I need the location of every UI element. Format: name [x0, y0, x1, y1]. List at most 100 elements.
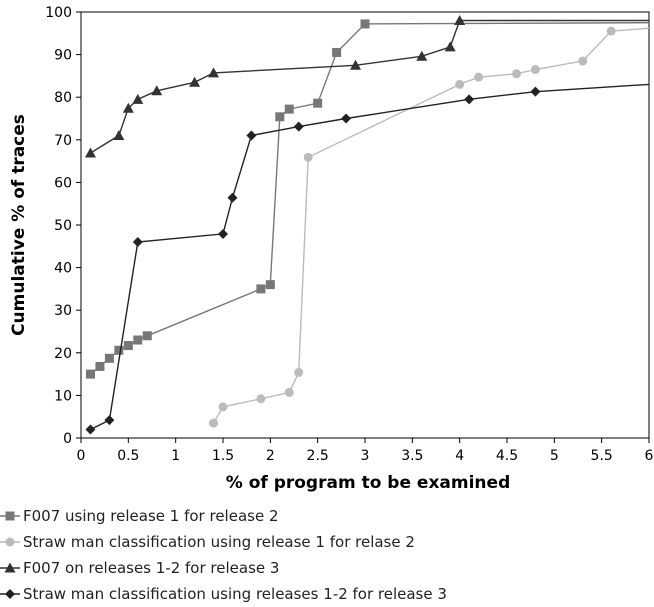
- data-point: [265, 280, 275, 290]
- series-diamond: [85, 83, 650, 435]
- legend-item: Straw man classification using release 1…: [0, 529, 654, 555]
- legend-label: Straw man classification using releases …: [23, 585, 447, 603]
- data-point: [464, 94, 475, 105]
- data-point: [454, 15, 466, 26]
- data-point: [189, 76, 201, 87]
- legend-label: Straw man classification using release 1…: [23, 533, 415, 551]
- data-point: [85, 369, 95, 379]
- data-point: [474, 72, 484, 82]
- plot-frame: [80, 11, 650, 439]
- data-point: [132, 93, 144, 104]
- data-point: [332, 47, 342, 57]
- series-triangle: [84, 15, 649, 158]
- chart-legend: F007 using release 1 for release 2 Straw …: [0, 503, 654, 607]
- data-point: [416, 50, 428, 61]
- legend-triangle-icon: [0, 562, 20, 573]
- y-tick-label: 40: [54, 261, 72, 277]
- data-point: [606, 26, 616, 36]
- data-point: [133, 335, 143, 345]
- data-point: [303, 152, 313, 162]
- y-tick-label: 90: [54, 48, 72, 64]
- data-point: [123, 341, 133, 351]
- data-point: [350, 59, 362, 70]
- legend-marker: [4, 562, 16, 573]
- data-point: [293, 121, 304, 132]
- data-point: [511, 69, 521, 79]
- x-tick-label: 2.5: [307, 448, 329, 464]
- legend-item: F007 using release 1 for release 2: [0, 503, 654, 529]
- data-point: [84, 147, 96, 158]
- data-point: [113, 130, 125, 141]
- legend-marker: [5, 511, 15, 521]
- y-tick-label: 30: [54, 303, 72, 319]
- x-tick-label: 4: [455, 448, 464, 464]
- data-point: [313, 98, 323, 108]
- data-point: [208, 67, 220, 78]
- data-point: [218, 402, 228, 412]
- legend-label: F007 using release 1 for release 2: [23, 507, 279, 525]
- x-tick-label: 5: [550, 448, 559, 464]
- data-point: [246, 130, 257, 141]
- data-point: [218, 228, 228, 239]
- chart-axes: [76, 11, 650, 443]
- legend-circle-icon: [0, 537, 20, 547]
- data-point: [578, 56, 588, 66]
- data-point: [294, 367, 304, 377]
- data-point: [142, 331, 152, 341]
- x-tick-label: 1: [171, 448, 180, 464]
- x-tick-label: 0: [77, 448, 86, 464]
- legend-diamond-icon: [0, 589, 20, 599]
- data-point: [455, 79, 465, 89]
- data-point: [104, 353, 114, 363]
- y-tick-label: 50: [54, 218, 72, 234]
- legend-label: F007 on releases 1-2 for release 3: [23, 559, 280, 577]
- x-tick-label: 6: [645, 448, 654, 464]
- chart-series-layer: [84, 15, 650, 435]
- data-point: [85, 424, 96, 435]
- data-point: [275, 112, 285, 122]
- data-point: [95, 361, 105, 371]
- series-line: [90, 83, 650, 431]
- x-axis-title: % of program to be examined: [226, 473, 510, 493]
- x-tick-label: 1.5: [212, 448, 234, 464]
- y-tick-label: 100: [45, 5, 72, 21]
- data-point: [360, 19, 370, 29]
- data-point: [104, 415, 115, 426]
- legend-item: Straw man classification using releases …: [0, 581, 654, 607]
- y-tick-label: 0: [63, 431, 72, 447]
- series-line: [212, 27, 650, 424]
- y-tick-label: 60: [54, 175, 72, 191]
- data-point: [122, 102, 134, 113]
- legend-item: F007 on releases 1-2 for release 3: [0, 555, 654, 581]
- data-point: [151, 85, 163, 96]
- line-chart: 0 0.5 1 1.5 2 2.5 3 3.5 4 4.5 5 5.5 6010203040506070…: [9, 5, 654, 493]
- y-tick-label: 20: [54, 346, 72, 362]
- data-point: [341, 113, 352, 124]
- data-point: [256, 284, 266, 294]
- data-point: [227, 192, 238, 203]
- y-tick-label: 70: [54, 133, 72, 149]
- legend-square-icon: [0, 511, 20, 521]
- data-point: [284, 387, 294, 397]
- data-point: [209, 418, 219, 428]
- chart-tick-labels: 0 0.5 1 1.5 2 2.5 3 3.5 4 4.5 5 5.5 6010203040506070…: [45, 5, 653, 464]
- x-tick-label: 4.5: [496, 448, 518, 464]
- y-tick-label: 10: [54, 388, 72, 404]
- data-point: [256, 394, 266, 404]
- data-point: [530, 86, 541, 97]
- x-tick-label: 3.5: [401, 448, 423, 464]
- data-point: [132, 237, 143, 248]
- series-square: [85, 19, 650, 379]
- series-line: [90, 22, 650, 375]
- legend-marker: [5, 537, 15, 547]
- data-point: [530, 65, 540, 75]
- x-tick-label: 2: [266, 448, 275, 464]
- x-tick-label: 5.5: [591, 448, 613, 464]
- series-line: [90, 19, 649, 154]
- y-tick-label: 80: [54, 90, 72, 106]
- legend-marker: [5, 589, 15, 599]
- data-point: [114, 345, 124, 355]
- series-circle: [209, 26, 650, 428]
- x-tick-label: 0.5: [117, 448, 139, 464]
- x-tick-label: 3: [361, 448, 370, 464]
